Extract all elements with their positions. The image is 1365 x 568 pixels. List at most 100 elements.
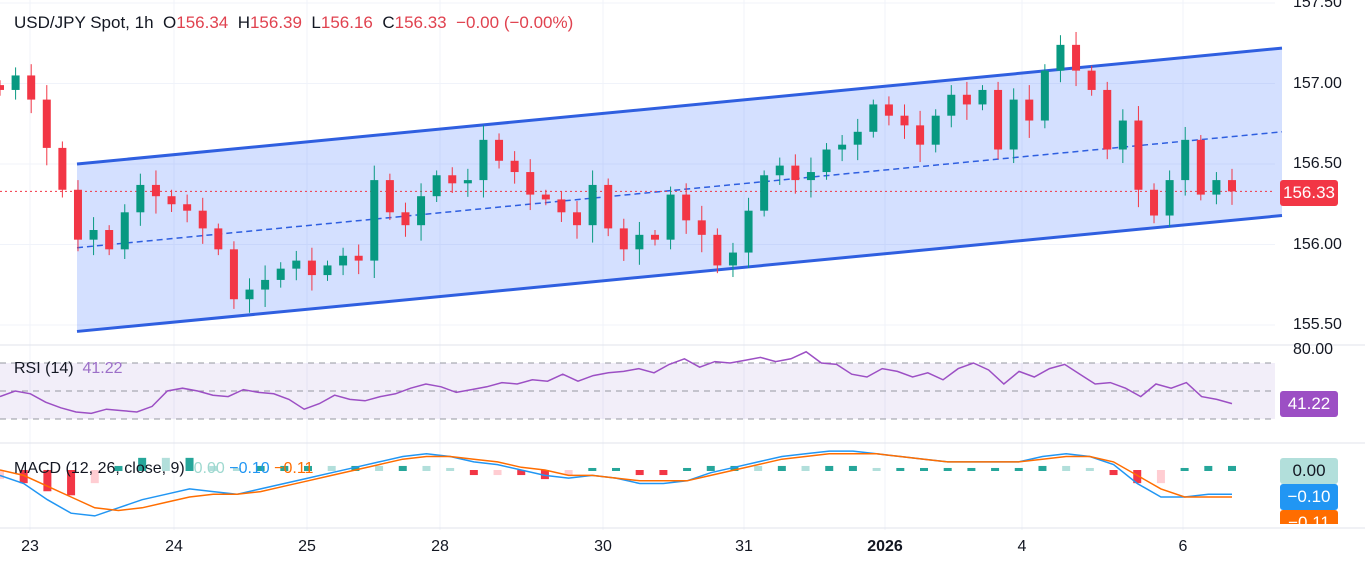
low-label: L	[311, 13, 321, 32]
macd-histogram-bar	[683, 467, 692, 471]
macd-histogram-bar	[209, 465, 218, 471]
macd-histogram-bar	[777, 465, 786, 471]
candle-body	[1212, 180, 1221, 195]
macd-histogram-bar	[1085, 467, 1094, 471]
rsi-line	[0, 350, 1233, 415]
candle-body	[650, 234, 659, 240]
price-axis-label: 155.50	[1293, 316, 1342, 333]
close-label: C	[382, 13, 395, 32]
macd-histogram-bar	[1109, 470, 1118, 476]
macd-histogram-bar	[730, 465, 739, 471]
candle-body	[713, 234, 722, 266]
candle-body	[604, 184, 613, 229]
candle-body	[58, 147, 67, 190]
candle-body	[1118, 120, 1127, 150]
time-axis-label: 2026	[867, 538, 903, 555]
candle-body	[0, 85, 4, 90]
macd-histogram-bar	[446, 467, 455, 471]
candle-body	[183, 204, 192, 211]
macd-signal-value: −0.11	[274, 460, 314, 477]
time-axis-label: 25	[298, 538, 316, 555]
candle-body	[1056, 44, 1065, 71]
candle-body	[401, 212, 410, 226]
candle-body	[557, 199, 566, 213]
candle-body	[760, 175, 769, 211]
candle-body	[1181, 139, 1190, 181]
close-value: 156.33	[394, 13, 447, 32]
macd-histogram-bar	[706, 465, 715, 471]
open-value: 156.34	[176, 13, 229, 32]
candle-body	[526, 172, 535, 195]
candle-body	[1103, 89, 1112, 150]
change-value: −0.00 (−0.00%)	[456, 13, 574, 32]
price-axis-label: 157.50	[1293, 0, 1342, 11]
time-axis-label: 24	[165, 538, 183, 555]
high-value: 156.39	[249, 13, 302, 32]
macd-value: −0.10	[229, 460, 270, 477]
macd-histogram-bar	[280, 465, 289, 471]
channel-upper-line	[76, 46, 1283, 166]
candle-body	[619, 228, 628, 250]
macd-histogram-bar	[493, 470, 502, 476]
candle-body	[573, 212, 582, 226]
macd-histogram-bar	[375, 465, 384, 471]
candle-body	[479, 139, 488, 181]
candle-body	[417, 196, 426, 226]
candle-body	[853, 131, 862, 145]
candle-body	[1228, 180, 1236, 192]
macd-histogram-bar	[398, 465, 407, 471]
macd-histogram-bar	[1038, 465, 1047, 471]
macd-histogram-bar	[825, 465, 834, 471]
channel-lower-line	[76, 214, 1283, 333]
candle-body	[276, 268, 285, 280]
candle-body	[292, 260, 301, 269]
macd-histogram-bar	[422, 465, 431, 471]
macd-histogram-bar	[848, 465, 857, 471]
candle-body	[588, 184, 597, 226]
macd-histogram-bar	[754, 465, 763, 471]
candle-body	[822, 149, 831, 173]
candle-body	[198, 210, 207, 229]
macd-histogram-bar	[1228, 465, 1236, 471]
macd-histogram-bar	[1062, 465, 1071, 471]
channel-mid-line	[76, 131, 1283, 249]
macd-histogram-bar	[1133, 470, 1142, 484]
macd-histogram-bar	[1156, 470, 1165, 484]
rsi-label: RSI (14)	[14, 360, 74, 377]
candle-body	[1040, 70, 1049, 121]
macd-histogram-bar	[304, 465, 312, 471]
candle-body	[136, 184, 145, 213]
candle-body	[1196, 139, 1205, 195]
time-axis-label: 23	[21, 538, 39, 555]
macd-label: MACD (12, 26, close, 9)	[14, 460, 185, 477]
macd-histogram-bar	[540, 470, 549, 480]
macd-hist-tag: 0.00	[1280, 458, 1338, 484]
macd-signal-tag: −0.11	[1280, 510, 1338, 524]
macd-histogram-bar	[943, 467, 952, 471]
candle-body	[307, 260, 316, 276]
candle-body	[994, 89, 1003, 150]
macd-histogram-bar	[920, 467, 928, 471]
candle-body	[728, 252, 737, 266]
macd-histogram-bar	[0, 470, 4, 480]
macd-tag: −0.10	[1280, 484, 1338, 510]
candle-body	[962, 94, 971, 105]
macd-histogram-bar	[991, 467, 1000, 471]
candle-body	[806, 172, 815, 181]
candle-body	[73, 189, 82, 240]
macd-histogram-bar	[138, 457, 147, 471]
candle-body	[448, 175, 457, 184]
candle-body	[385, 180, 394, 213]
macd-histogram-bar	[232, 467, 241, 471]
time-axis-label: 30	[594, 538, 612, 555]
macd-histogram-bar	[90, 470, 99, 484]
time-axis-label: 31	[735, 538, 753, 555]
candle-body	[495, 139, 504, 161]
macd-histogram-bar	[43, 470, 52, 492]
macd-histogram-bar	[1014, 467, 1023, 471]
rsi-axis-label: 80.00	[1293, 341, 1334, 358]
rsi-value: 41.22	[82, 360, 123, 377]
macd-histogram-bar	[659, 470, 668, 476]
price-axis-label: 156.00	[1293, 235, 1342, 253]
